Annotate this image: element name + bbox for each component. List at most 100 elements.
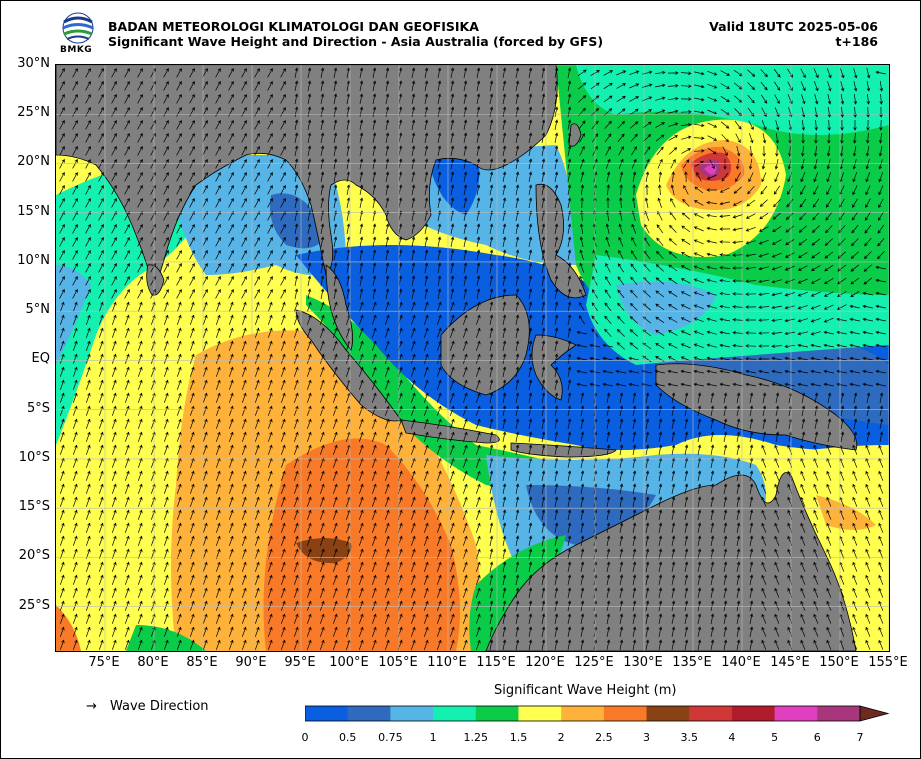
wave-arrow	[320, 145, 325, 156]
wave-arrow	[436, 418, 442, 429]
wave-arrow	[124, 132, 130, 143]
wave-arrow	[605, 223, 610, 234]
wave-arrow	[333, 145, 338, 156]
wave-arrow	[385, 249, 390, 260]
wave-arrow	[176, 80, 182, 91]
wave-arrow	[398, 236, 403, 247]
wave-arrow	[515, 314, 520, 325]
wave-arrow	[358, 366, 364, 377]
wave-arrow	[852, 444, 858, 455]
wave-arrow	[98, 444, 104, 455]
wave-arrow	[163, 223, 169, 234]
wave-arrow	[745, 305, 757, 309]
wave-arrow	[254, 93, 260, 104]
wave-arrow	[189, 67, 195, 78]
wave-arrow	[723, 509, 728, 520]
wave-arrow	[267, 236, 273, 247]
wave-arrow	[761, 509, 767, 520]
wave-arrow	[450, 275, 455, 286]
wave-arrow	[124, 483, 130, 494]
wave-arrow	[111, 145, 117, 156]
wave-arrow	[489, 496, 494, 507]
wave-arrow	[202, 158, 208, 169]
wave-arrow	[615, 369, 626, 374]
wave-arrow	[797, 291, 808, 297]
wave-arrow	[267, 106, 273, 117]
wave-arrow	[865, 496, 871, 507]
wave-arrow	[280, 509, 286, 520]
wave-arrow	[875, 343, 886, 348]
wave-arrow	[489, 158, 494, 169]
wave-arrow	[567, 262, 572, 273]
wave-arrow	[863, 277, 873, 285]
sumatra	[295, 309, 402, 422]
wave-arrow	[684, 509, 689, 520]
wave-arrow	[215, 340, 221, 351]
wave-arrow	[85, 106, 91, 117]
wave-arrow	[758, 279, 769, 284]
wave-arrow	[176, 262, 182, 273]
wave-arrow	[176, 431, 182, 442]
lon-tick-label: 85°E	[186, 655, 218, 670]
wave-arrow	[267, 171, 273, 182]
wave-arrow	[202, 509, 208, 520]
wave-arrow	[567, 340, 572, 351]
wave-arrow	[579, 275, 585, 286]
wave-arrow	[606, 509, 611, 520]
wave-arrow	[59, 522, 65, 533]
wave-arrow	[658, 509, 663, 520]
wave-arrow	[878, 509, 884, 520]
wave-arrow	[671, 431, 676, 442]
wave-arrow	[774, 457, 780, 468]
wave-arrow	[475, 431, 481, 442]
wave-arrow	[604, 120, 612, 129]
wave-arrow	[423, 327, 429, 338]
wave-arrow	[398, 93, 403, 104]
wave-arrow	[254, 275, 260, 286]
wave-arrow	[656, 146, 664, 156]
wave-arrow	[567, 158, 572, 169]
wave-arrow	[359, 67, 364, 78]
wave-arrow	[617, 133, 625, 143]
wave-arrow	[852, 185, 858, 196]
wave-arrow	[346, 80, 351, 91]
wave-arrow	[189, 314, 195, 325]
wave-arrow	[333, 171, 338, 182]
wave-arrow	[706, 200, 718, 205]
wave-arrow	[280, 80, 286, 91]
wave-arrow	[267, 197, 273, 208]
wave-arrow	[719, 330, 730, 335]
wave-arrow	[137, 80, 143, 91]
wave-arrow	[814, 405, 819, 416]
australia	[485, 472, 857, 651]
wave-arrow	[294, 132, 299, 143]
wave-arrow	[137, 132, 143, 143]
wave-arrow	[771, 344, 783, 348]
wave-arrow	[554, 405, 559, 416]
wave-arrow	[824, 278, 834, 284]
lat-tick-label: 15°S	[18, 499, 50, 515]
wave-arrow	[228, 80, 234, 91]
wave-arrow	[85, 80, 91, 91]
wave-height-map[interactable]	[55, 64, 890, 652]
wave-arrow	[307, 249, 312, 260]
wave-arrow	[862, 343, 873, 348]
wave-arrow	[215, 67, 221, 78]
wave-arrow	[359, 106, 364, 117]
wave-arrow	[254, 67, 260, 78]
wave-arrow	[385, 106, 390, 117]
wave-arrow	[719, 369, 730, 374]
wave-arrow	[176, 353, 182, 364]
wave-arrow	[658, 392, 663, 403]
wave-arrow	[72, 470, 78, 481]
wave-arrow	[694, 97, 705, 102]
wave-arrow	[476, 80, 481, 91]
wave-arrow	[137, 483, 143, 494]
wave-arrow	[774, 483, 780, 494]
wave-arrow	[111, 314, 117, 325]
wave-arrow	[372, 106, 377, 117]
wave-arrow	[333, 184, 338, 195]
wave-arrow	[254, 327, 260, 338]
wave-arrow	[215, 470, 221, 481]
wave-arrow	[189, 262, 195, 273]
